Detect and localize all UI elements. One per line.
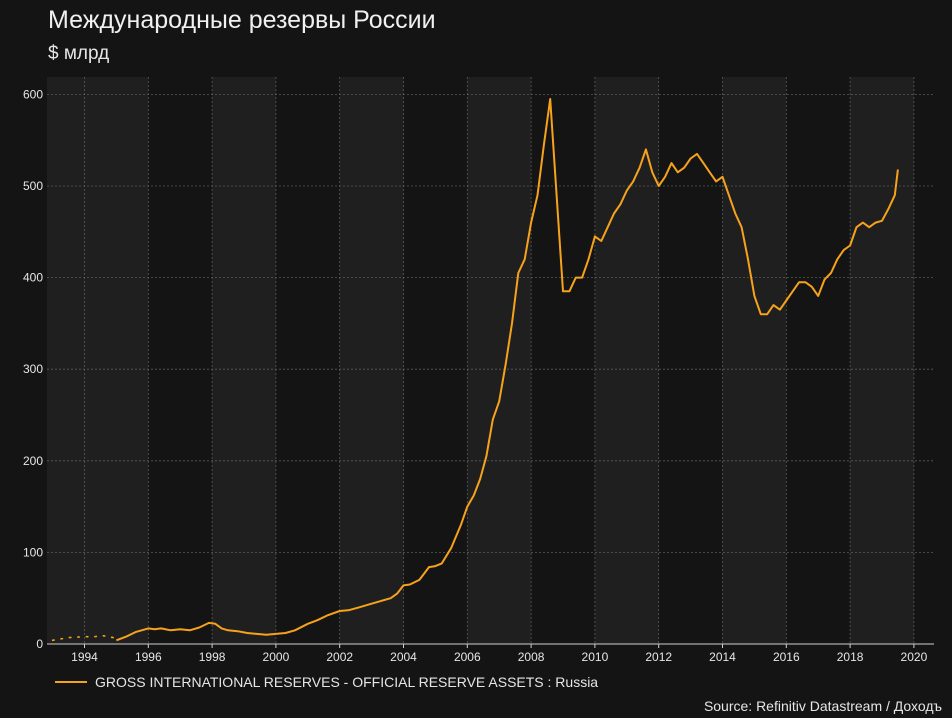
x-tick-label: 2016 — [773, 650, 800, 664]
y-tick-label: 600 — [23, 87, 43, 101]
year-band — [212, 77, 276, 644]
year-band — [47, 77, 85, 644]
year-band — [850, 77, 914, 644]
year-band — [594, 77, 659, 644]
x-tick-label: 1994 — [71, 650, 98, 664]
x-tick-label: 2008 — [518, 650, 545, 664]
x-tick-label: 2006 — [454, 650, 481, 664]
x-tick-label: 2012 — [645, 650, 672, 664]
legend-label: GROSS INTERNATIONAL RESERVES - OFFICIAL … — [95, 674, 599, 690]
x-tick-label: 2018 — [837, 650, 864, 664]
x-tick-label: 1996 — [135, 650, 162, 664]
series-line-early-dotted — [51, 634, 114, 642]
x-tick-label: 2010 — [582, 650, 609, 664]
legend-swatch — [55, 681, 87, 683]
x-tick-label: 1998 — [199, 650, 226, 664]
y-tick-label: 100 — [23, 545, 43, 559]
series-line — [116, 98, 899, 642]
y-tick-label: 200 — [23, 454, 43, 468]
y-tick-label: 0 — [36, 637, 43, 651]
y-tick-label: 500 — [23, 179, 43, 193]
x-tick-label: 2004 — [390, 650, 417, 664]
x-tick-label: 2020 — [901, 650, 928, 664]
y-tick-label: 400 — [23, 271, 43, 285]
chart-subtitle: $ млрд — [48, 43, 110, 64]
chart-title: Международные резервы России — [48, 6, 436, 34]
x-tick-label: 2002 — [326, 650, 353, 664]
year-band — [339, 77, 404, 644]
year-band — [722, 77, 787, 644]
x-tick-label: 2000 — [263, 650, 290, 664]
y-tick-label: 300 — [23, 362, 43, 376]
year-band — [84, 77, 149, 644]
source-note: Source: Refinitiv Datastream / Доходъ — [703, 698, 942, 714]
year-band — [467, 77, 532, 644]
x-tick-label: 2014 — [709, 650, 736, 664]
legend: GROSS INTERNATIONAL RESERVES - OFFICIAL … — [55, 674, 598, 690]
